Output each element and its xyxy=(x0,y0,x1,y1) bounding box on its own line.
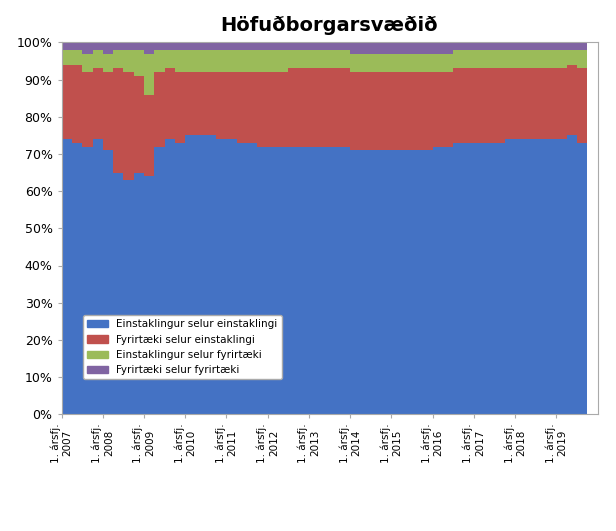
Legend: Einstaklingur selur einstaklingi, Fyrirtæki selur einstaklingi, Einstaklingur se: Einstaklingur selur einstaklingi, Fyrirt… xyxy=(83,315,282,379)
Title: Höfuðborgarsvæðið: Höfuðborgarsvæðið xyxy=(221,16,439,36)
